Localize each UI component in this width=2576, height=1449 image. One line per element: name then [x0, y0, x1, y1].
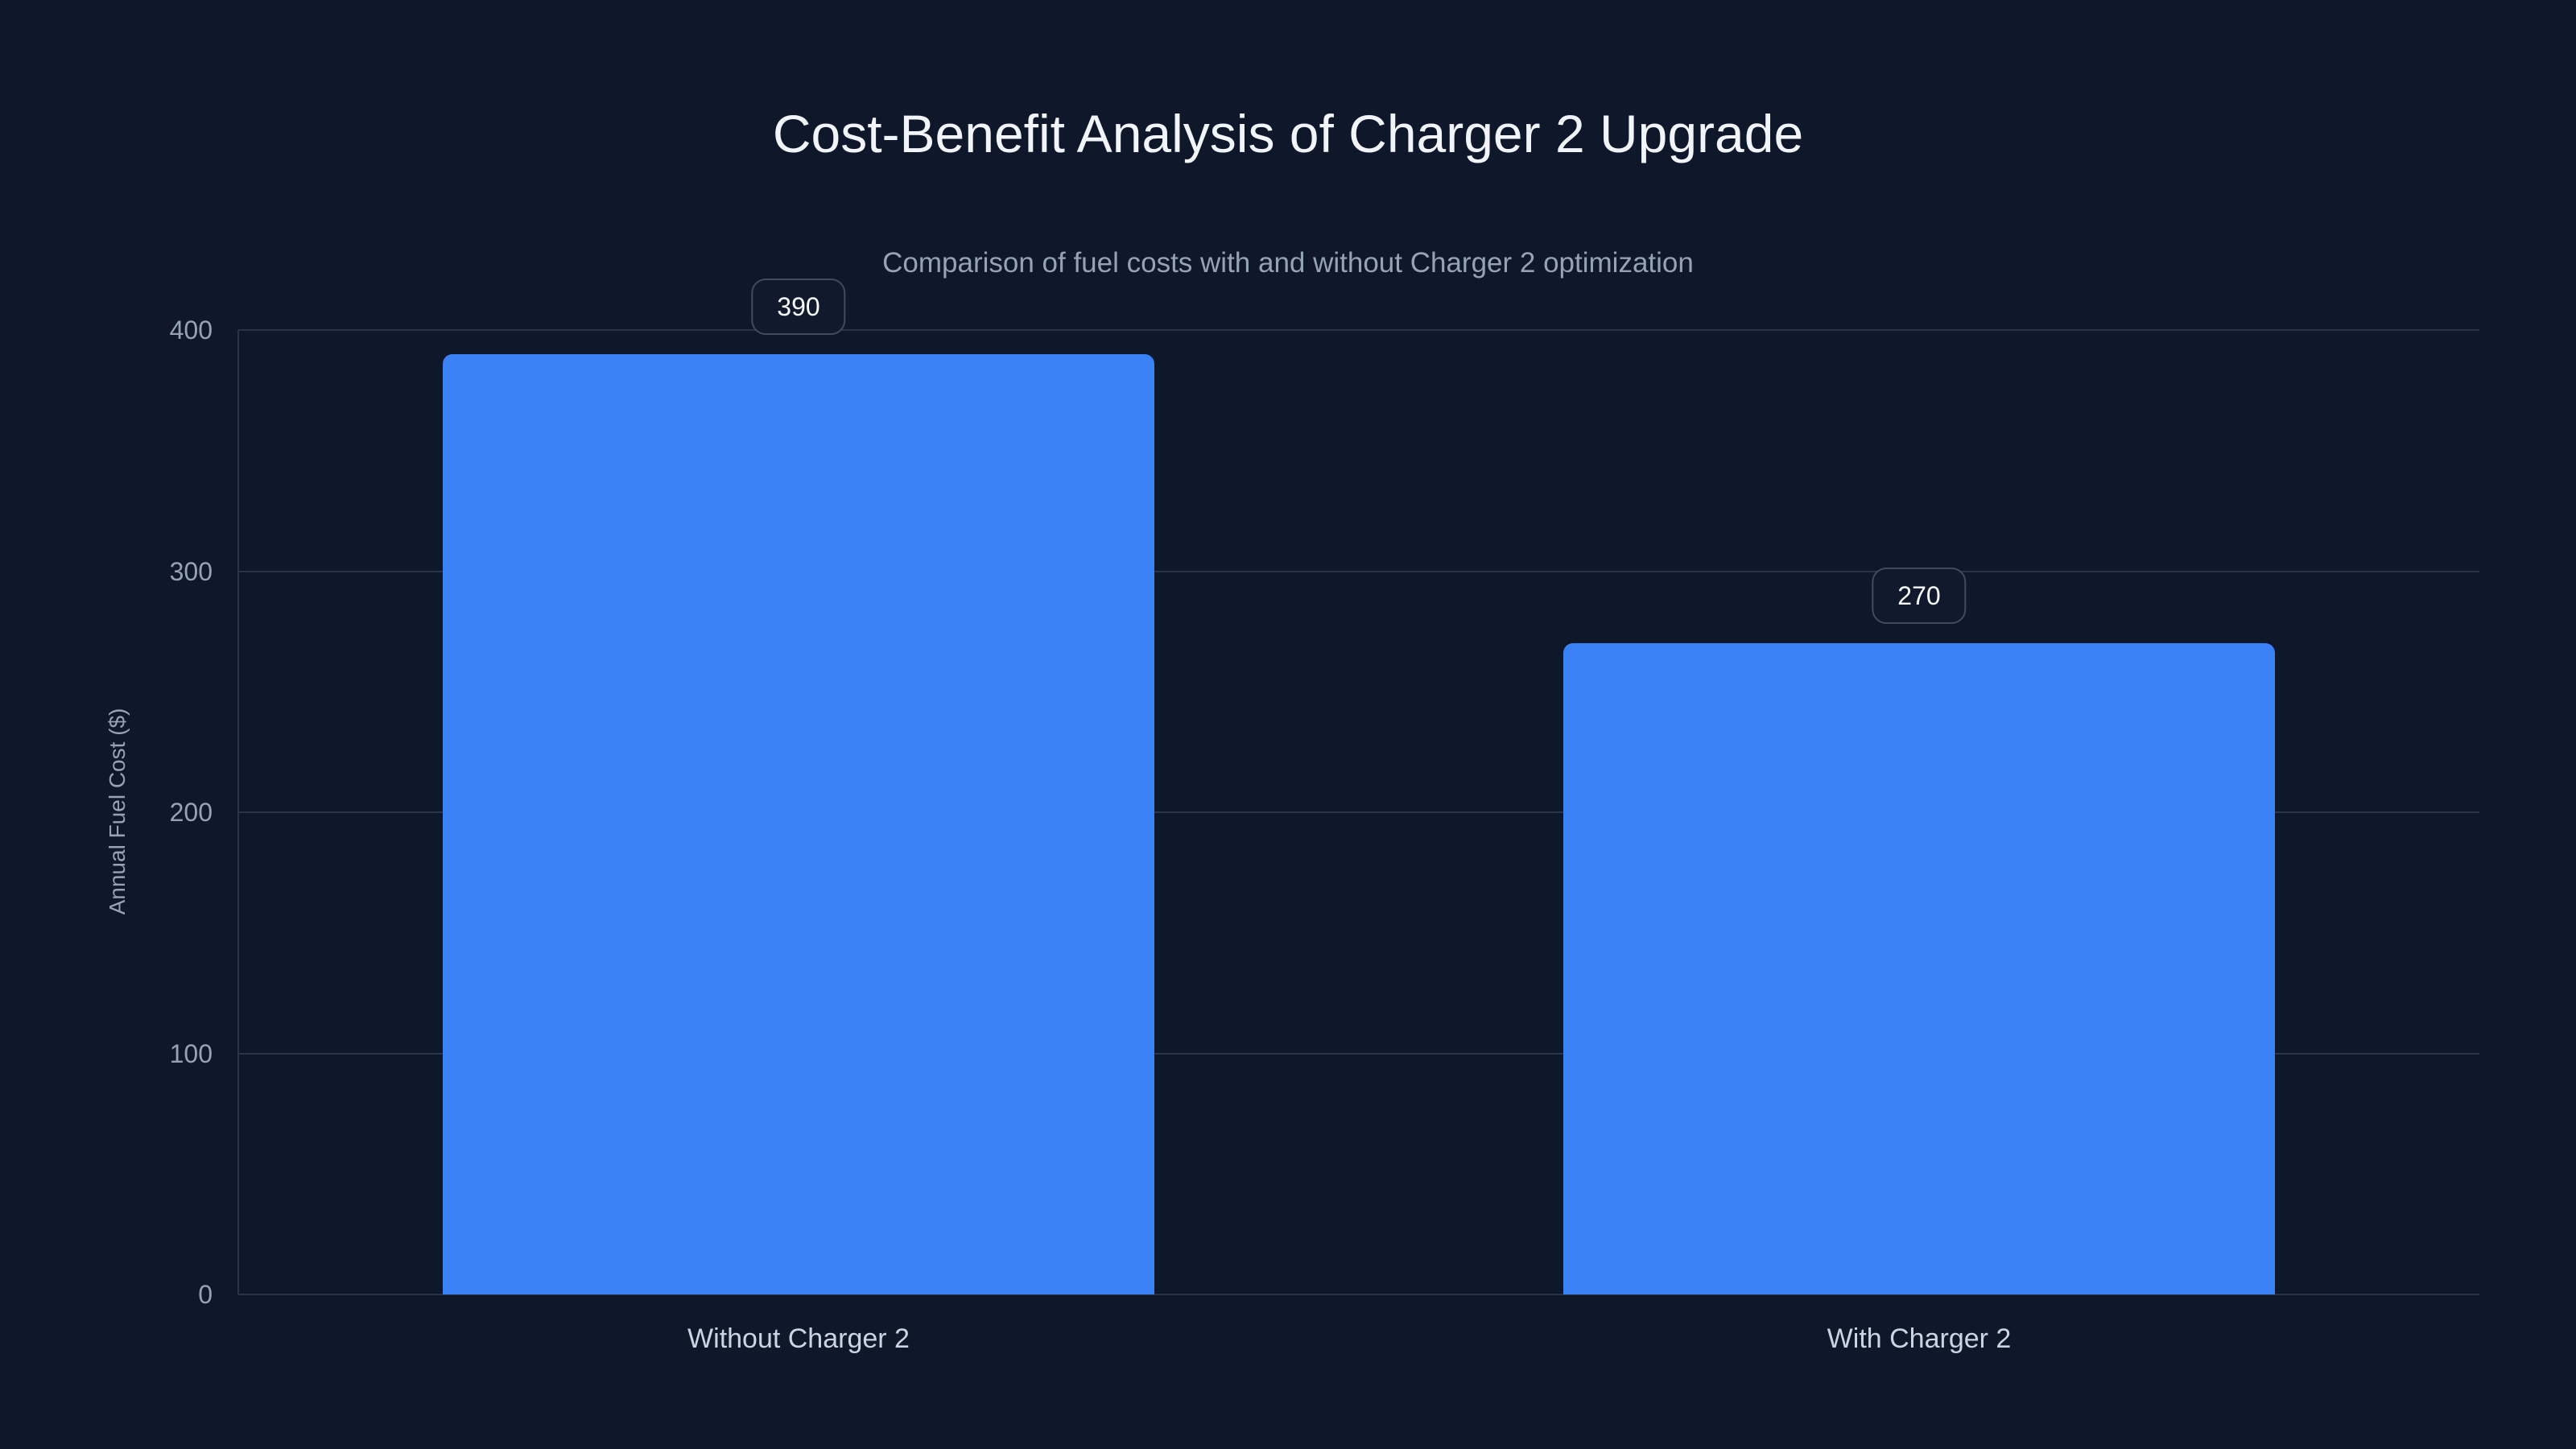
- gridline-300: [238, 571, 2479, 572]
- value-badge-1: 270: [1872, 568, 1967, 624]
- bar-0: [443, 354, 1154, 1294]
- chart-subtitle: Comparison of fuel costs with and withou…: [882, 247, 1694, 279]
- y-tick-label: 400: [169, 316, 213, 345]
- gridline-0: [238, 1294, 2479, 1295]
- y-axis-line: [237, 330, 239, 1294]
- y-tick-label: 100: [169, 1039, 213, 1068]
- bar-1: [1563, 643, 2275, 1294]
- y-tick-label: 200: [169, 798, 213, 827]
- y-tick-label: 300: [169, 557, 213, 586]
- category-label-1: With Charger 2: [1827, 1323, 2012, 1354]
- y-tick-label: 0: [198, 1280, 213, 1309]
- value-badge-0: 390: [751, 279, 846, 335]
- gridline-200: [238, 811, 2479, 813]
- gridline-400: [238, 329, 2479, 331]
- gridline-100: [238, 1053, 2479, 1055]
- category-label-0: Without Charger 2: [687, 1323, 910, 1354]
- chart-title: Cost-Benefit Analysis of Charger 2 Upgra…: [772, 104, 1804, 163]
